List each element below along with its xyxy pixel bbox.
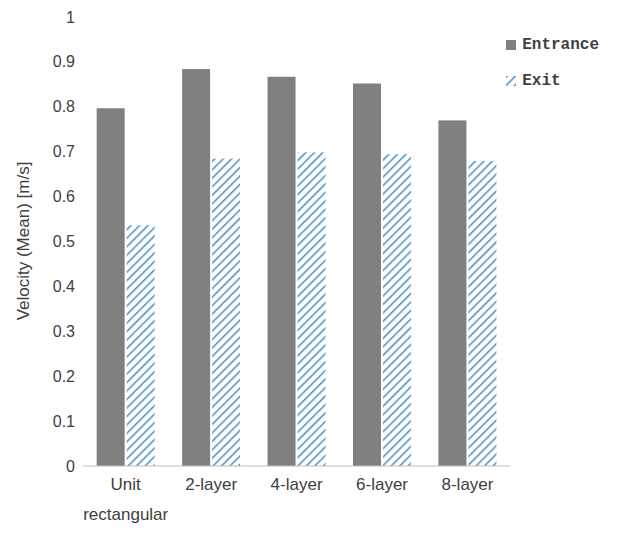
svg-text:0.6: 0.6 xyxy=(53,188,75,205)
svg-text:0.4: 0.4 xyxy=(53,278,75,295)
svg-text:2-layer: 2-layer xyxy=(185,475,237,494)
svg-text:0.9: 0.9 xyxy=(53,53,75,70)
svg-text:4-layer: 4-layer xyxy=(271,475,323,494)
html-text:Entrance: Entrance xyxy=(522,36,599,54)
svg-text:0.2: 0.2 xyxy=(53,368,75,385)
svg-text:0.3: 0.3 xyxy=(53,323,75,340)
svg-text:0.8: 0.8 xyxy=(53,98,75,115)
svg-text:8-layer: 8-layer xyxy=(441,475,493,494)
svg-text:0.1: 0.1 xyxy=(53,413,75,430)
svg-text:6-layer: 6-layer xyxy=(356,475,408,494)
svg-text:0.5: 0.5 xyxy=(53,233,75,250)
svg-text:0: 0 xyxy=(66,458,75,475)
svg-text:0.7: 0.7 xyxy=(53,143,75,160)
svg-text:Unitrectangular: Unitrectangular xyxy=(83,475,168,524)
svg-text:1: 1 xyxy=(66,9,75,26)
html-text:Exit: Exit xyxy=(522,72,561,90)
svg-text:Velocity (Mean) [m/s]: Velocity (Mean) [m/s] xyxy=(14,162,33,321)
